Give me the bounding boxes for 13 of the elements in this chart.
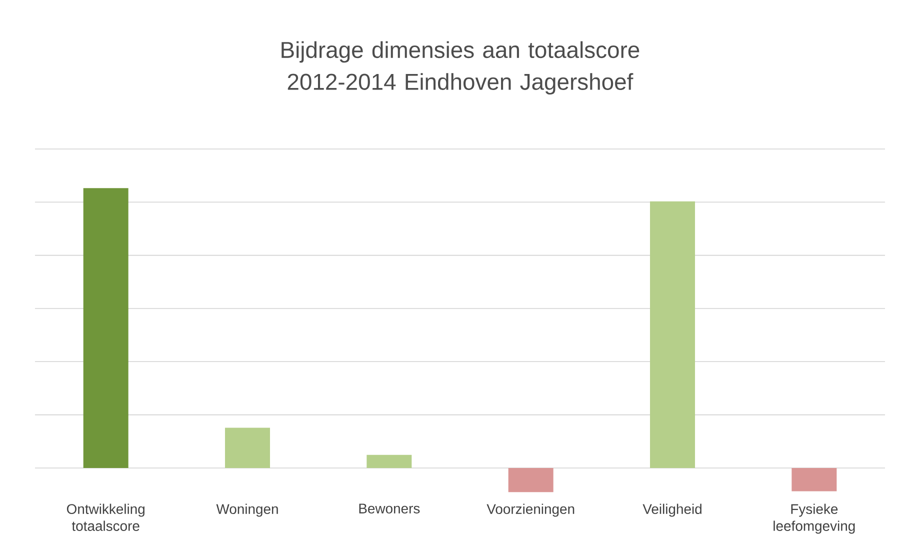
- x-tick-label: Bewoners: [359, 504, 420, 514]
- bar: [792, 468, 837, 492]
- chart-title: Bijdrage dimensies aan totaalscore 2012-2014 Eindhoven Jagershoef: [282, 41, 640, 94]
- x-tick-label: Fysieke leefomgeving: [774, 504, 855, 534]
- bar: [366, 454, 412, 468]
- x-tick-label: Woningen: [216, 504, 278, 517]
- bar: [83, 188, 128, 468]
- bar: [508, 468, 554, 492]
- x-tick-label: Ontwikkeling totaalscore: [66, 504, 144, 531]
- bar: [225, 428, 270, 468]
- x-tick-label: Voorzieningen: [486, 504, 574, 517]
- bar: [650, 201, 696, 468]
- x-tick-label: Veiligheid: [642, 504, 702, 517]
